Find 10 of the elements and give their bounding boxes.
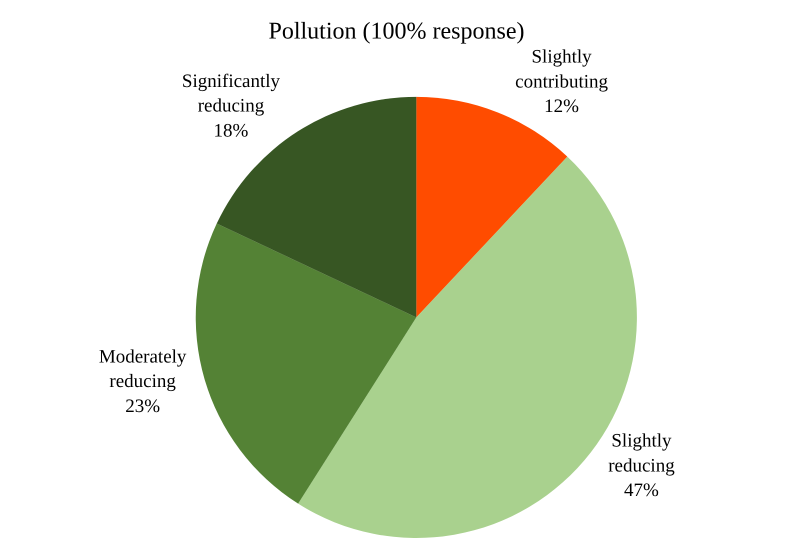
chart-title: Pollution (100% response) — [268, 18, 524, 45]
data-label: 12% — [544, 96, 580, 118]
pie-slice — [196, 224, 416, 504]
slice-label: Slightly contributing — [515, 46, 608, 92]
slice-label: Moderately reducing — [98, 346, 187, 392]
slice-label: Significantly reducing — [182, 70, 281, 117]
slice-label: Slightly reducing — [608, 430, 676, 476]
data-label: 18% — [214, 120, 249, 142]
data-label: 23% — [125, 396, 160, 417]
data-label: 47% — [624, 480, 660, 502]
